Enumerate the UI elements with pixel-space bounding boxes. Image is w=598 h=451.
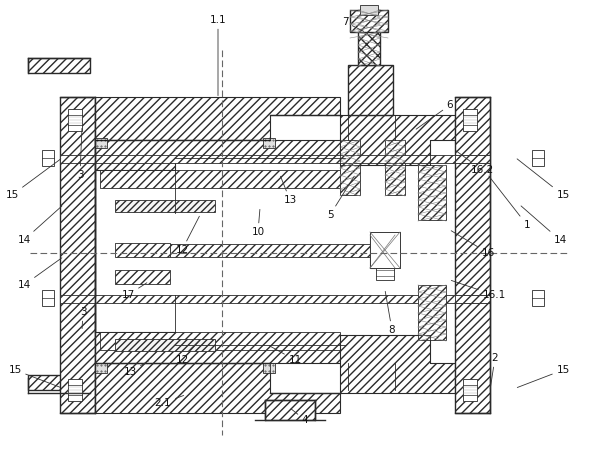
Text: 12: 12 <box>175 216 199 255</box>
Bar <box>370 232 400 268</box>
Polygon shape <box>95 332 345 363</box>
Bar <box>95 138 107 148</box>
Bar <box>455 295 490 303</box>
Text: 17: 17 <box>121 283 147 300</box>
Text: 14: 14 <box>17 206 62 245</box>
Text: 13: 13 <box>123 361 149 377</box>
Polygon shape <box>370 235 395 268</box>
Polygon shape <box>95 140 345 170</box>
Text: 12: 12 <box>175 341 199 365</box>
Bar <box>115 200 215 212</box>
Bar <box>350 10 388 32</box>
Bar <box>100 332 340 350</box>
Bar <box>100 170 340 188</box>
Bar <box>360 5 378 15</box>
Text: 15: 15 <box>517 159 570 200</box>
Text: 13: 13 <box>280 176 297 205</box>
Text: 14: 14 <box>17 258 62 290</box>
Text: 10: 10 <box>251 209 264 237</box>
Bar <box>60 97 95 413</box>
Text: 8: 8 <box>385 291 395 335</box>
Text: 1: 1 <box>489 176 530 230</box>
Bar <box>263 138 275 148</box>
Bar <box>455 155 490 163</box>
Text: 15: 15 <box>5 159 61 200</box>
Bar <box>418 165 446 220</box>
Bar <box>532 150 544 166</box>
Text: 3: 3 <box>77 129 83 180</box>
Bar <box>376 268 394 280</box>
Bar <box>418 285 446 340</box>
Polygon shape <box>95 363 340 413</box>
Bar <box>28 375 90 390</box>
Bar <box>28 58 90 73</box>
Bar <box>455 97 490 413</box>
Text: 5: 5 <box>327 176 354 220</box>
Bar <box>68 379 82 401</box>
Bar <box>68 109 82 131</box>
Bar <box>60 155 490 163</box>
Polygon shape <box>95 97 340 140</box>
Bar <box>42 150 54 166</box>
Bar <box>463 109 477 131</box>
Bar <box>42 290 54 306</box>
Bar <box>95 363 107 373</box>
Polygon shape <box>370 232 400 268</box>
Text: 6: 6 <box>416 100 453 129</box>
Text: 16.1: 16.1 <box>451 281 506 300</box>
Bar <box>115 270 170 284</box>
Bar <box>340 140 360 195</box>
Text: 1.1: 1.1 <box>210 15 226 96</box>
Text: 11: 11 <box>269 345 301 365</box>
Bar <box>265 400 315 420</box>
Bar <box>463 379 477 401</box>
Polygon shape <box>340 335 455 393</box>
Bar <box>532 290 544 306</box>
Text: 16.2: 16.2 <box>456 151 493 175</box>
Text: 2.1: 2.1 <box>155 396 184 408</box>
Text: 14: 14 <box>521 206 567 245</box>
Text: 3: 3 <box>80 307 86 329</box>
Bar <box>358 10 380 65</box>
Bar <box>115 339 215 351</box>
Bar <box>115 243 170 257</box>
Text: 2: 2 <box>490 353 498 389</box>
Text: 15: 15 <box>517 365 570 387</box>
Text: 16: 16 <box>451 231 495 258</box>
Bar <box>385 140 405 195</box>
Polygon shape <box>340 115 455 165</box>
Text: 15: 15 <box>8 365 61 387</box>
Bar <box>263 363 275 373</box>
Bar <box>60 295 490 303</box>
Bar <box>348 65 393 115</box>
Text: 7: 7 <box>341 17 364 32</box>
Text: 4: 4 <box>291 409 309 425</box>
Bar <box>170 244 385 257</box>
